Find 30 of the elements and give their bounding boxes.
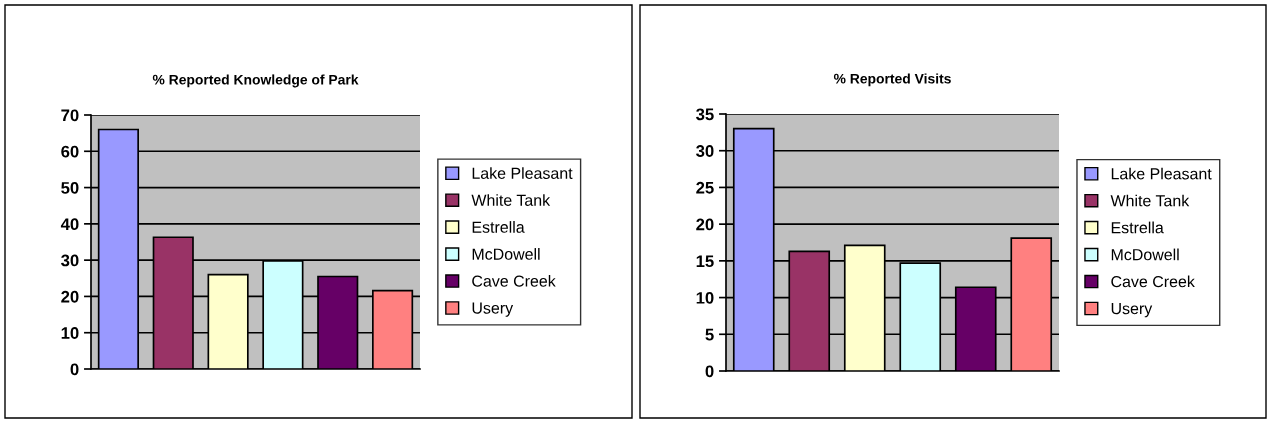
- y-tick-label: 20: [696, 218, 714, 231]
- y-tick-label: 50: [61, 181, 79, 194]
- legend-label: McDowell: [472, 248, 540, 260]
- legend-label: Lake Pleasant: [1111, 167, 1212, 180]
- legend-label: White Tank: [1110, 194, 1190, 207]
- y-tick-label: 0: [70, 363, 79, 376]
- legend-label: Estrella: [472, 221, 525, 233]
- y-tick-label: 5: [705, 328, 714, 341]
- y-tick-label: 25: [696, 181, 714, 194]
- y-tick-label: 30: [61, 254, 79, 267]
- y-tick-label: 30: [696, 145, 714, 157]
- legend-label: Cave Creek: [472, 275, 556, 287]
- y-tick-label: 70: [61, 109, 79, 122]
- legend-label: Lake Pleasant: [472, 167, 573, 179]
- y-tick-label: 20: [61, 290, 79, 303]
- chart-title: % Reported Visits: [833, 73, 951, 87]
- legend-label: Usery: [472, 302, 514, 317]
- chart-title: % Reported Knowledge of Park: [152, 74, 359, 88]
- y-tick-label: 10: [696, 291, 714, 304]
- y-tick-label: 15: [696, 255, 714, 268]
- legend-label: White Tank: [471, 194, 551, 206]
- y-tick-label: 10: [61, 327, 79, 339]
- y-tick-label: 0: [705, 365, 714, 378]
- y-tick-label: 35: [696, 108, 714, 121]
- y-tick-label: 60: [61, 145, 79, 158]
- y-tick-label: 40: [60, 218, 79, 231]
- legend-label: Usery: [1111, 303, 1153, 318]
- legend-label: Estrella: [1111, 221, 1164, 234]
- legend-label: McDowell: [1111, 248, 1179, 261]
- legend-label: Cave Creek: [1111, 275, 1195, 288]
